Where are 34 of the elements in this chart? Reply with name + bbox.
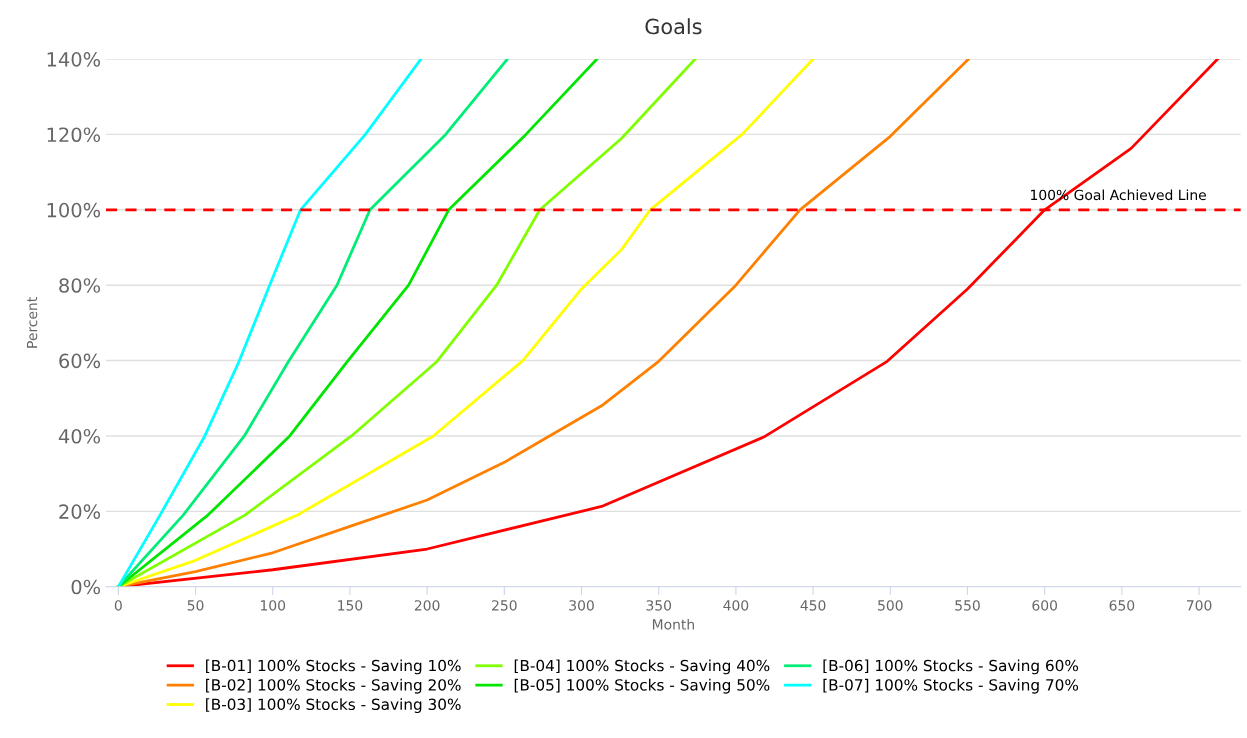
y-tick-label: 0% xyxy=(71,579,101,595)
legend-label: [B-05] 100% Stocks - Saving 50% xyxy=(514,678,770,694)
x-tick-label: 700 xyxy=(1186,600,1212,611)
x-axis-title: Month xyxy=(652,618,694,630)
x-tick-label: 300 xyxy=(569,600,594,611)
legend-label: [B-04] 100% Stocks - Saving 40% xyxy=(514,659,770,675)
x-tick-label: 250 xyxy=(492,600,517,611)
y-tick-label: 40% xyxy=(58,428,101,444)
y-axis-title: Percent xyxy=(26,297,38,348)
x-tick-label: 50 xyxy=(187,600,204,611)
y-tick-label: 140% xyxy=(47,52,101,67)
y-tick-label: 100% xyxy=(47,202,101,218)
x-tick-label: 150 xyxy=(338,600,363,611)
legend-label: [B-01] 100% Stocks - Saving 10% xyxy=(206,659,461,675)
x-tick-label: 400 xyxy=(723,600,749,611)
y-tick-label: 80% xyxy=(59,278,101,293)
x-tick-label: 550 xyxy=(955,600,980,611)
y-tick-label: 60% xyxy=(59,353,101,369)
y-tick-label: 120% xyxy=(47,127,101,143)
x-tick-label: 350 xyxy=(646,600,672,611)
legend-label: [B-07] 100% Stocks - Saving 70% xyxy=(823,678,1079,694)
legend-label: [B-06] 100% Stocks - Saving 60% xyxy=(823,659,1079,675)
x-tick-label: 600 xyxy=(1032,600,1058,611)
x-tick-label: 200 xyxy=(414,600,440,611)
x-tick-label: 450 xyxy=(800,600,826,611)
x-tick-label: 500 xyxy=(878,600,903,611)
x-tick-label: 650 xyxy=(1109,600,1135,611)
y-tick-label: 20% xyxy=(59,504,101,519)
x-tick-label: 100 xyxy=(261,600,286,611)
chart-title: Goals xyxy=(645,18,702,35)
x-tick-label: 0 xyxy=(114,600,122,611)
line-series xyxy=(116,59,423,587)
legend-label: [B-02] 100% Stocks - Saving 20% xyxy=(206,678,461,694)
legend-label: [B-03] 100% Stocks - Saving 30% xyxy=(206,698,461,714)
